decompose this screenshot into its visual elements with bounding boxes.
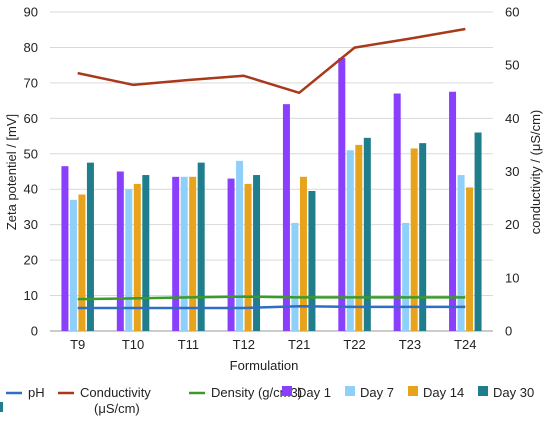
- bar: [69, 199, 77, 331]
- bar: [410, 148, 418, 331]
- legend-label: Density (g/cm3): [211, 385, 302, 400]
- x-tick-label: T21: [288, 337, 310, 352]
- right-tick-label: 0: [505, 324, 512, 339]
- bar: [299, 176, 307, 331]
- bar: [282, 104, 290, 332]
- bar: [61, 166, 69, 331]
- left-tick-label: 70: [24, 75, 38, 90]
- left-tick-label: 20: [24, 253, 38, 268]
- right-tick-label: 40: [505, 111, 519, 126]
- bar: [125, 189, 133, 331]
- bar: [393, 93, 401, 332]
- legend-label: Day 14: [423, 385, 464, 400]
- right-tick-label: 60: [505, 5, 519, 20]
- left-tick-label: 30: [24, 217, 38, 232]
- bar: [308, 190, 316, 331]
- bar: [419, 143, 427, 331]
- bar: [133, 183, 141, 331]
- legend-swatch: [282, 386, 292, 396]
- legend: pH Conductivity(μS/cm)Density (g/cm3)Day …: [0, 385, 534, 416]
- bar: [78, 194, 86, 331]
- bar: [346, 150, 354, 331]
- bar: [291, 222, 299, 331]
- bar: [449, 91, 457, 331]
- legend-label: (μS/cm): [94, 401, 140, 416]
- legend-label: Day 30: [493, 385, 534, 400]
- bar: [236, 160, 244, 331]
- left-tick-label: 10: [24, 288, 38, 303]
- left-tick-label: 0: [31, 324, 38, 339]
- left-tick-label: 90: [24, 5, 38, 20]
- legend-label: Day 1: [297, 385, 331, 400]
- x-tick-label: T23: [399, 337, 421, 352]
- x-tick-label: T24: [454, 337, 476, 352]
- bar: [180, 176, 188, 331]
- bar: [116, 171, 124, 331]
- legend-swatch: [345, 386, 355, 396]
- axes: 0 10 20 30 40 50 60 70 80 90 0 10 20 30 40 50 60 T9 T10 T11…: [24, 5, 520, 353]
- x-tick-label: T22: [343, 337, 365, 352]
- gridlines: [50, 11, 493, 332]
- x-tick-label: T11: [178, 337, 199, 352]
- bar: [86, 162, 94, 331]
- series-line: [77, 304, 466, 310]
- bar: [474, 132, 482, 331]
- legend-label: Conductivity: [80, 385, 151, 400]
- legend-swatch: [0, 402, 3, 412]
- right-tick-label: 20: [505, 217, 519, 232]
- bar: [142, 175, 150, 331]
- series-line: [77, 27, 466, 95]
- bar: [402, 222, 410, 331]
- x-tick-label: T10: [122, 337, 144, 352]
- bar: [466, 187, 474, 331]
- bar: [197, 162, 205, 331]
- left-axis-title: Zeta potentiel / [mV]: [4, 114, 19, 230]
- right-axis-title: conductivity / (μS/cm): [528, 110, 543, 235]
- left-tick-label: 50: [24, 146, 38, 161]
- x-tick-label: T9: [70, 337, 85, 352]
- bar: [189, 176, 197, 331]
- left-tick-label: 60: [24, 111, 38, 126]
- left-tick-label: 80: [24, 40, 38, 55]
- legend-swatch: [478, 386, 488, 396]
- bar-series-group: [61, 58, 482, 332]
- legend-label: pH: [28, 385, 45, 400]
- right-tick-label: 10: [505, 270, 519, 285]
- bar: [338, 58, 346, 331]
- legend-swatch: [408, 386, 418, 396]
- x-tick-label: T12: [233, 337, 255, 352]
- x-axis-title: Formulation: [230, 358, 299, 373]
- bar: [253, 175, 261, 331]
- right-tick-label: 30: [505, 164, 519, 179]
- bar: [457, 175, 465, 331]
- bar: [363, 137, 371, 331]
- left-tick-label: 40: [24, 182, 38, 197]
- bar: [355, 144, 363, 331]
- bar: [172, 176, 180, 331]
- right-tick-label: 50: [505, 58, 519, 73]
- bar: [244, 183, 252, 331]
- series-line: [77, 295, 466, 301]
- bar: [227, 178, 235, 331]
- line-series-group: [77, 27, 466, 310]
- legend-label: Day 7: [360, 385, 394, 400]
